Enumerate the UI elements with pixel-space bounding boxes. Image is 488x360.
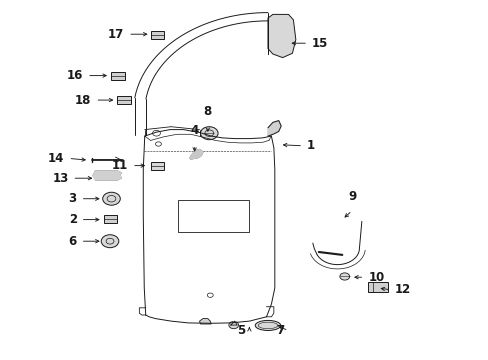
Circle shape <box>101 235 119 248</box>
Polygon shape <box>267 121 281 136</box>
FancyBboxPatch shape <box>117 96 131 104</box>
FancyBboxPatch shape <box>111 72 125 80</box>
Text: 7: 7 <box>276 324 284 337</box>
Ellipse shape <box>255 320 280 330</box>
Text: 10: 10 <box>367 271 384 284</box>
FancyBboxPatch shape <box>103 215 117 223</box>
Text: 18: 18 <box>75 94 91 107</box>
Text: 16: 16 <box>67 69 83 82</box>
Polygon shape <box>189 149 203 159</box>
Text: 15: 15 <box>311 37 327 50</box>
FancyBboxPatch shape <box>150 162 164 170</box>
FancyBboxPatch shape <box>367 282 387 292</box>
Text: 13: 13 <box>52 172 68 185</box>
Text: 12: 12 <box>394 283 410 296</box>
Circle shape <box>339 273 349 280</box>
Text: 6: 6 <box>68 235 77 248</box>
Polygon shape <box>267 14 295 58</box>
Polygon shape <box>199 319 211 324</box>
FancyBboxPatch shape <box>150 31 164 39</box>
Circle shape <box>102 192 120 205</box>
Text: 1: 1 <box>306 139 315 152</box>
Polygon shape <box>93 171 121 180</box>
Circle shape <box>228 321 238 329</box>
Text: 14: 14 <box>48 152 64 165</box>
Text: 4: 4 <box>190 124 198 137</box>
Text: 11: 11 <box>112 159 128 172</box>
Text: 3: 3 <box>68 192 77 205</box>
Text: 8: 8 <box>203 105 211 118</box>
Polygon shape <box>230 321 237 325</box>
Circle shape <box>200 127 218 140</box>
Text: 2: 2 <box>68 213 77 226</box>
Text: 9: 9 <box>347 190 355 203</box>
Text: 5: 5 <box>237 324 245 337</box>
Text: 17: 17 <box>108 28 124 41</box>
